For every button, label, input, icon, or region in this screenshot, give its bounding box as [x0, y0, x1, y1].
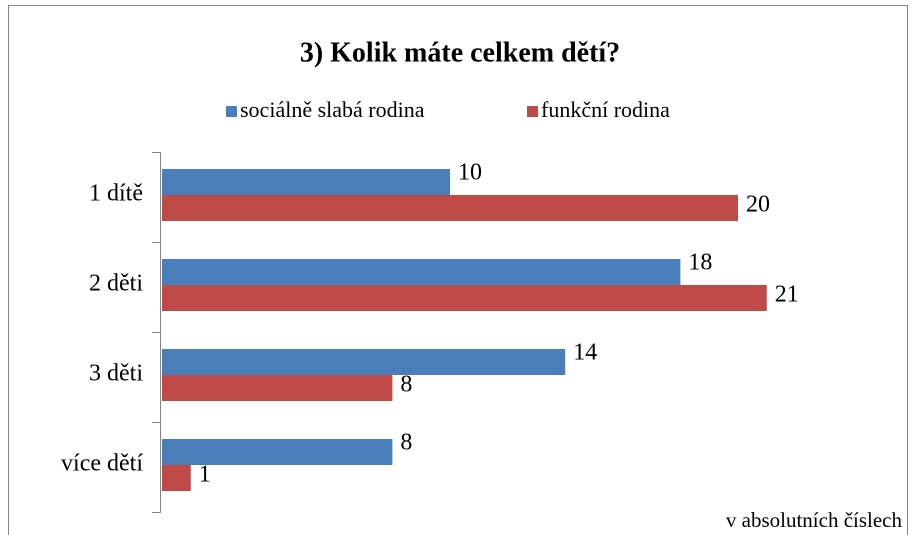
value-label: 20: [746, 192, 770, 218]
bar: [162, 349, 566, 375]
value-label: 8: [400, 430, 412, 456]
legend-swatch: [527, 106, 538, 117]
chart-title: 3) Kolik máte celkem dětí?: [300, 37, 620, 68]
bar: [162, 465, 191, 491]
value-label: 10: [458, 160, 482, 186]
note: v absolutních číslech: [726, 508, 903, 532]
y-tick-label: 3 děti: [89, 361, 143, 387]
bar: [162, 285, 767, 311]
bar: [162, 375, 393, 401]
value-label: 21: [775, 282, 799, 308]
value-label: 8: [400, 372, 412, 398]
bar: [162, 259, 681, 285]
legend-label: funkční rodina: [541, 97, 670, 122]
bar: [162, 169, 450, 195]
legend-label: sociálně slabá rodina: [240, 97, 425, 122]
y-tick-label: 1 dítě: [89, 181, 143, 207]
y-tick-label: více dětí: [61, 451, 143, 477]
y-tick-label: 2 děti: [89, 271, 143, 297]
legend-swatch: [226, 106, 237, 117]
bar: [162, 195, 738, 221]
value-label: 14: [573, 340, 597, 366]
value-label: 1: [199, 462, 211, 488]
value-label: 18: [688, 250, 712, 276]
bar: [162, 439, 393, 465]
